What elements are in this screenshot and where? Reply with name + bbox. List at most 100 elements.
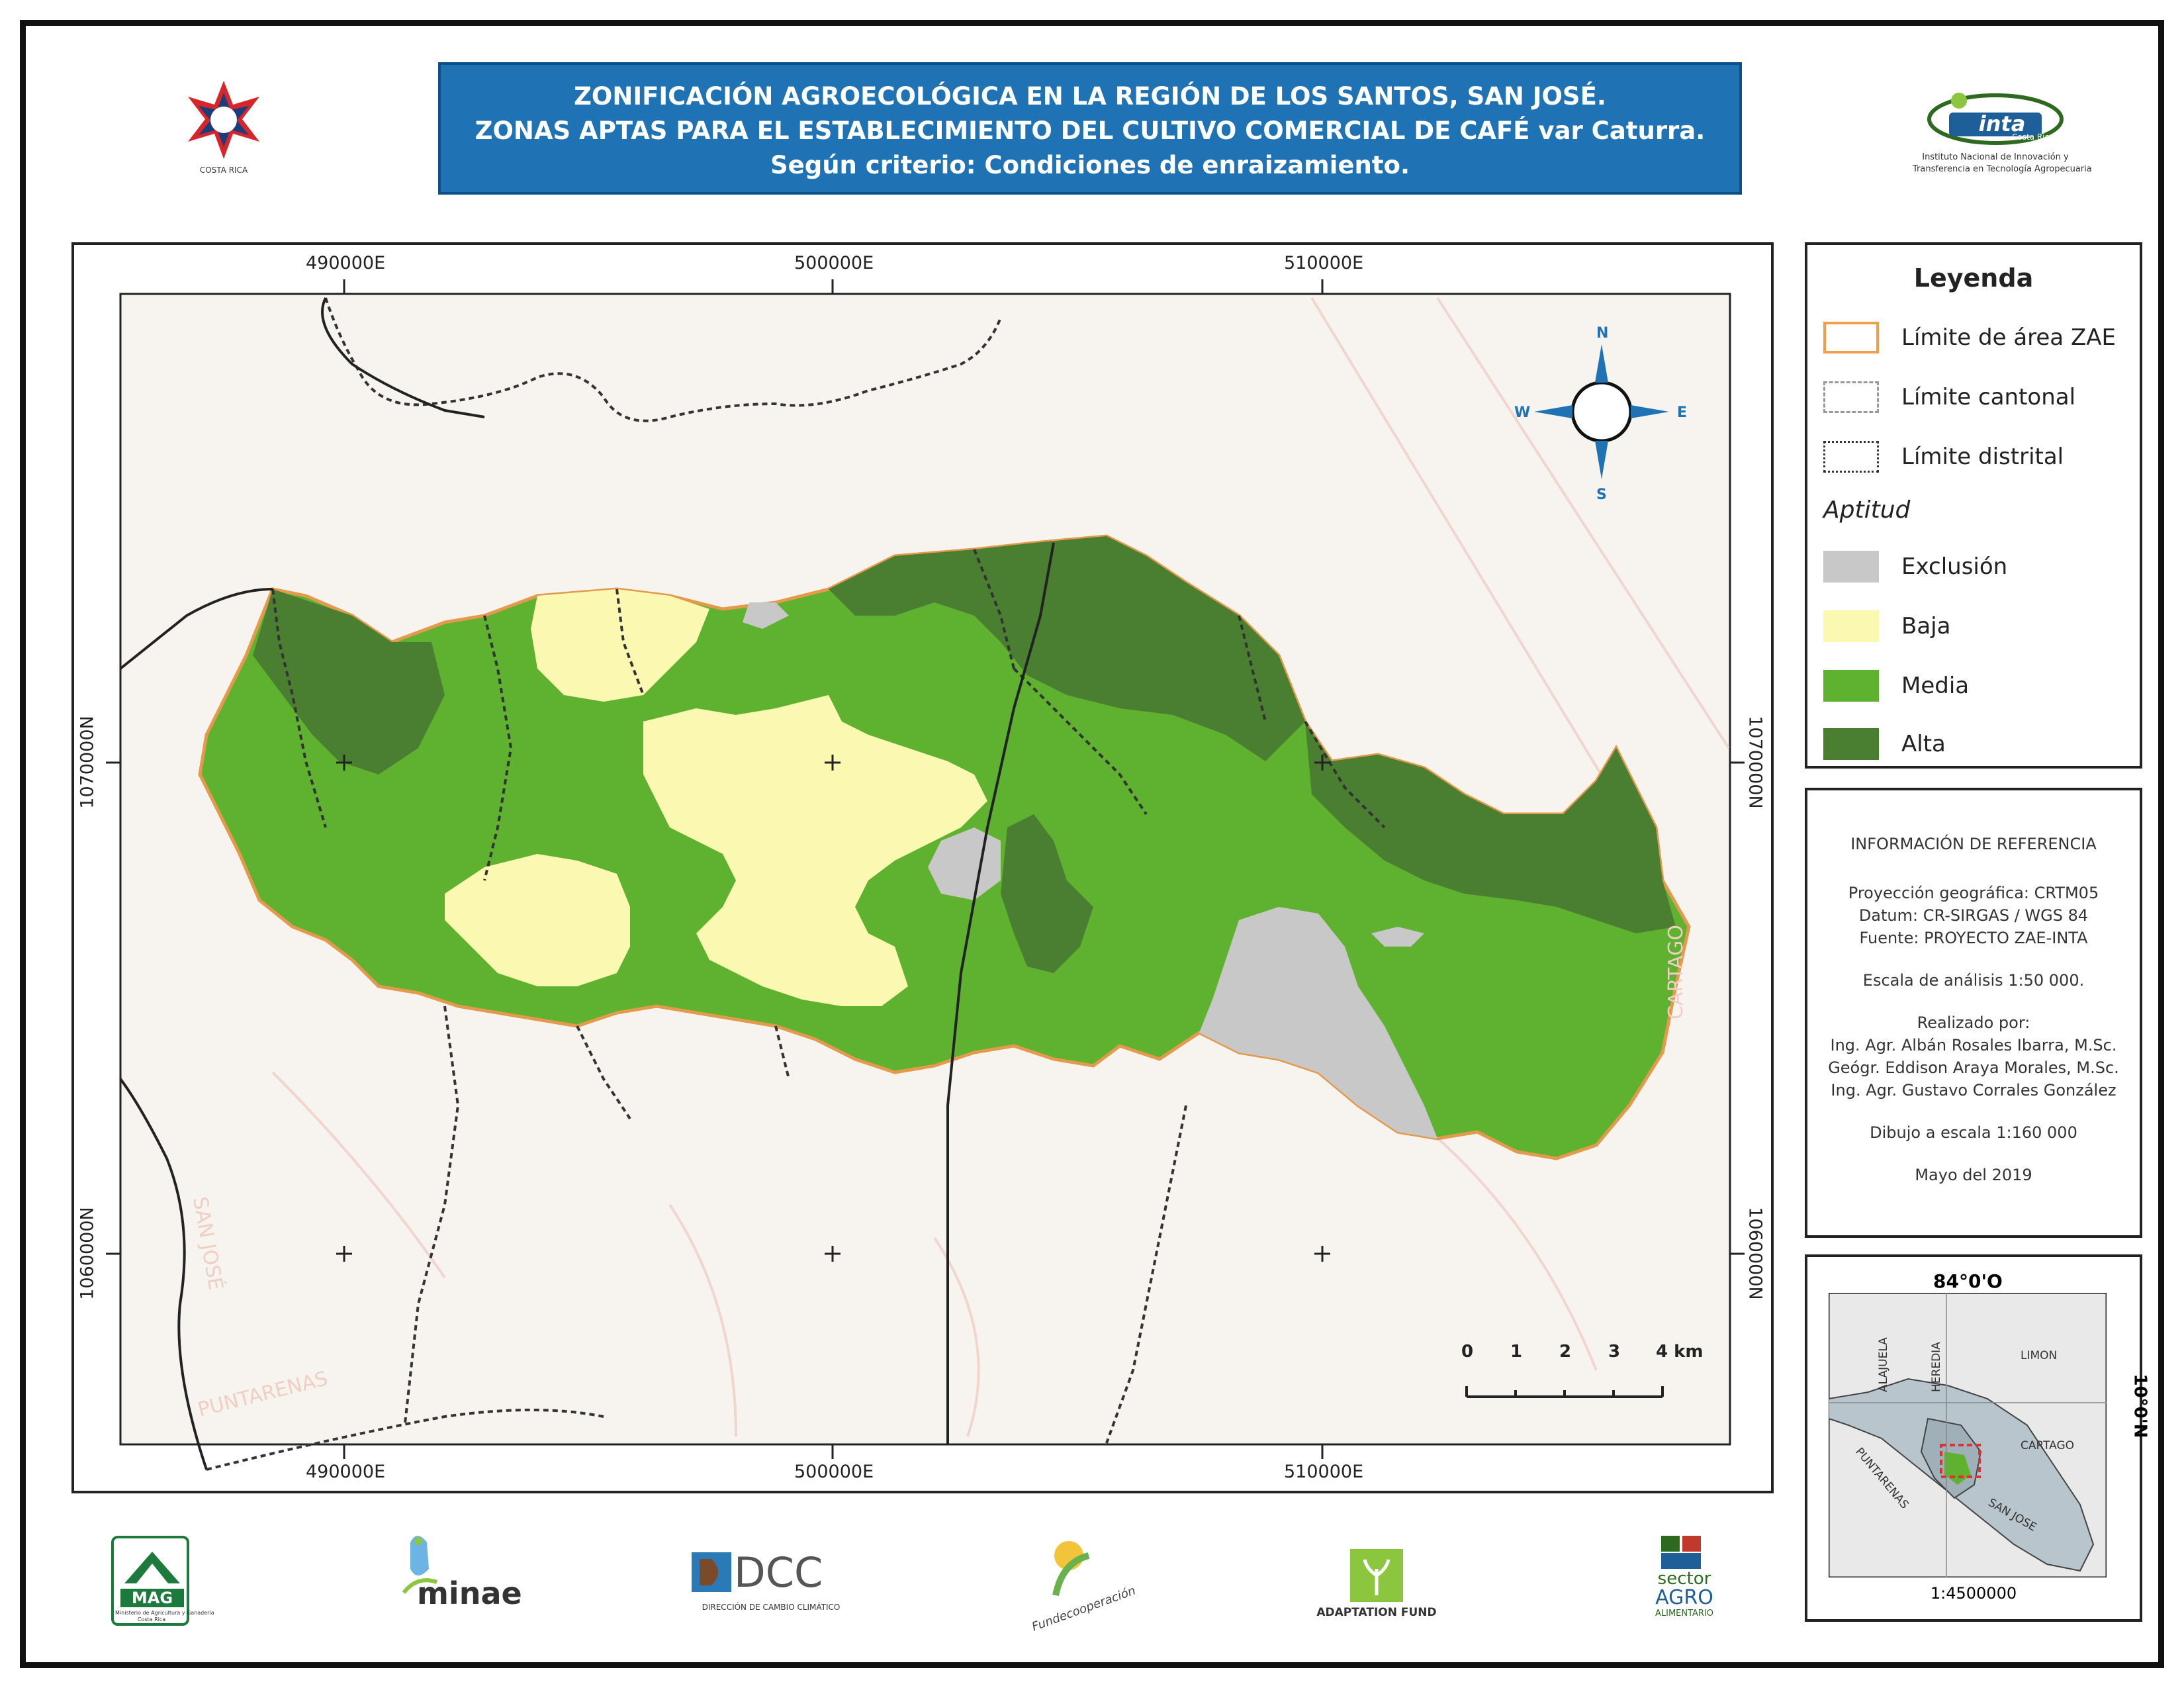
alimentario-wordmark: ALIMENTARIO — [1655, 1609, 1714, 1618]
fundecooperacion-icon — [1052, 1541, 1090, 1597]
inset-heredia: HEREDIA — [1930, 1342, 1943, 1392]
inta-wordmark: inta — [1978, 111, 2026, 136]
zae-alta-north — [829, 536, 1305, 761]
inset-alajuela: ALAJUELA — [1877, 1337, 1890, 1392]
legend-section-aptitud: Aptitud — [1823, 496, 1911, 524]
west-label: W — [1514, 404, 1530, 421]
title-line-3: Según criterio: Condiciones de enraizami… — [770, 151, 1410, 179]
dcc-logo: DCC DIRECCIÓN DE CAMBIO CLIMÁTICO — [692, 1548, 850, 1618]
costa-rica-logo: COSTA RICA — [177, 78, 270, 177]
cr-logo-label: COSTA RICA — [199, 165, 248, 175]
info-author-3: Ing. Agr. Gustavo Corrales González — [1831, 1081, 2116, 1100]
inta-sub: Costa Rica — [2012, 132, 2054, 142]
map-title: ZONIFICACIÓN AGROECOLÓGICA EN LA REGIÓN … — [438, 62, 1742, 195]
x-label-bottom-1: 490000E — [306, 1462, 386, 1482]
minae-wordmark: minae — [417, 1575, 522, 1611]
title-line-2: ZONAS APTAS PARA EL ESTABLECIMIENTO DEL … — [475, 117, 1706, 145]
inset-canvas: ALAJUELA HEREDIA LIMON CARTAGO PUNTARENA… — [1829, 1293, 2107, 1577]
zae-exclusion-east — [1199, 907, 1437, 1139]
info-drawing-scale: Dibujo a escala 1:160 000 — [1870, 1123, 2077, 1142]
scale-tick-3: 3 — [1608, 1342, 1620, 1362]
scale-tick-0: 0 — [1461, 1342, 1473, 1362]
inset-map-panel: 84°0'O 10°0'N ALAJUELA HEREDIA LIMON CAR… — [1805, 1254, 2150, 1622]
inset-limon: LIMON — [2021, 1349, 2057, 1362]
legend-label-baja: Baja — [1901, 613, 1951, 639]
legend-swatch-cantonal — [1823, 381, 1879, 413]
y-label-right-2: 1060000N — [1745, 1207, 1766, 1300]
zae-exclusion-center — [928, 827, 1001, 900]
map-frame[interactable]: PUNTARENAS CARTAGO SAN JOSÉ — [71, 242, 1774, 1493]
y-label-right-1: 1070000N — [1745, 716, 1766, 809]
zae-exclusion-north — [743, 602, 789, 629]
dcc-caption: DIRECCIÓN DE CAMBIO CLIMÁTICO — [702, 1603, 841, 1612]
y-label-left-2: 1060000N — [77, 1207, 98, 1300]
zae-baja-north — [531, 589, 709, 702]
x-label-bottom-3: 510000E — [1284, 1462, 1364, 1482]
inset-lat-label: 10°0'N — [2130, 1374, 2150, 1438]
mag-mountain-icon — [124, 1552, 180, 1583]
inset-cartago: CARTAGO — [2021, 1439, 2074, 1452]
x-label-top-3: 510000E — [1284, 253, 1364, 273]
mag-logo: MAG Ministerio de Agricultura y Ganaderí… — [106, 1530, 214, 1630]
district-boundaries — [206, 297, 1386, 1471]
mag-wordmark: MAG — [120, 1589, 184, 1607]
inta-caption-2: Transferencia en Tecnología Agropecuaria — [1913, 164, 2092, 174]
mag-caption: Ministerio de Agricultura y Ganadería — [115, 1610, 214, 1616]
info-scale: Escala de análisis 1:50 000. — [1862, 971, 2085, 990]
fundecooperacion-logo: Fundecooperación — [1029, 1536, 1142, 1634]
zae-baja-center — [643, 695, 987, 1006]
zae-baja-west — [445, 854, 630, 986]
inta-caption-1: Instituto Nacional de Innovación y — [1922, 152, 2069, 162]
minae-logo: minae — [390, 1529, 529, 1628]
mag-caption-2: Costa Rica — [137, 1617, 166, 1622]
legend-label-zae: Límite de área ZAE — [1901, 324, 2116, 351]
legend-label-alta: Alta — [1901, 731, 1946, 757]
info-projection: Proyección geográfica: CRTM05 — [1848, 884, 2099, 902]
x-label-top-1: 490000E — [306, 253, 386, 273]
legend-swatch-distrital — [1823, 441, 1879, 473]
mag-logo-box — [111, 1536, 189, 1626]
info-source: Fuente: PROYECTO ZAE-INTA — [1859, 929, 2088, 947]
info-author-2: Geógr. Eddison Araya Morales, M.Sc. — [1828, 1058, 2119, 1077]
legend-swatch-exclusion — [1823, 551, 1879, 583]
zae-exclusion-small — [1371, 927, 1424, 947]
title-line-1: ZONIFICACIÓN AGROECOLÓGICA EN LA REGIÓN … — [574, 82, 1606, 111]
legend-title: Leyenda — [1913, 263, 2034, 293]
info-made-by: Realizado por: — [1917, 1013, 2030, 1032]
legend-swatch-baja — [1823, 610, 1879, 642]
adaptation-fund-wordmark: ADAPTATION FUND — [1316, 1606, 1437, 1619]
adaptation-fund-logo: ADAPTATION FUND — [1314, 1549, 1439, 1622]
label-cartago: CARTAGO — [1664, 925, 1688, 1019]
agro-wordmark: AGRO — [1655, 1586, 1713, 1609]
scale-tick-2: 2 — [1559, 1342, 1571, 1362]
legend-panel: Leyenda Límite de área ZAE Límite canton… — [1805, 242, 2142, 769]
x-label-bottom-2: 500000E — [794, 1462, 874, 1482]
cantonal-boundaries — [119, 297, 1055, 1470]
sector-agro-icon — [1661, 1536, 1701, 1569]
dcc-icon — [692, 1552, 731, 1592]
legend-label-media: Media — [1901, 673, 1970, 699]
legend-swatch-alta — [1823, 728, 1879, 760]
legend-label-cantonal: Límite cantonal — [1901, 384, 2076, 410]
legend-label-distrital: Límite distrital — [1901, 444, 2064, 470]
map-canvas: PUNTARENAS CARTAGO SAN JOSÉ — [106, 279, 1745, 1471]
sector-wordmark: sector — [1657, 1569, 1711, 1589]
south-label: S — [1596, 487, 1607, 503]
inset-scale: 1:4500000 — [1930, 1584, 2017, 1603]
legend-swatch-media — [1823, 670, 1879, 702]
inta-logo: inta Costa Rica Instituto Nacional de In… — [1913, 86, 2092, 179]
zae-alta-west — [253, 589, 445, 774]
legend-swatch-zae — [1823, 322, 1879, 353]
grid-ticks — [106, 279, 1745, 1459]
x-label-top-2: 500000E — [794, 253, 874, 273]
scale-bar: 0 1 2 3 4 km — [1461, 1342, 1704, 1398]
scale-tick-4: 4 km — [1656, 1342, 1704, 1362]
north-label: N — [1596, 325, 1608, 342]
zae-alta-center — [1001, 814, 1093, 973]
reference-info-panel: INFORMACIÓN DE REFERENCIA Proyección geo… — [1805, 788, 2142, 1238]
y-label-left-1: 1070000N — [77, 716, 98, 809]
adaptation-fund-icon — [1350, 1549, 1403, 1602]
minae-hand-icon — [402, 1536, 437, 1594]
grid-crosses — [336, 755, 1330, 1262]
info-heading: INFORMACIÓN DE REFERENCIA — [1850, 835, 2097, 853]
